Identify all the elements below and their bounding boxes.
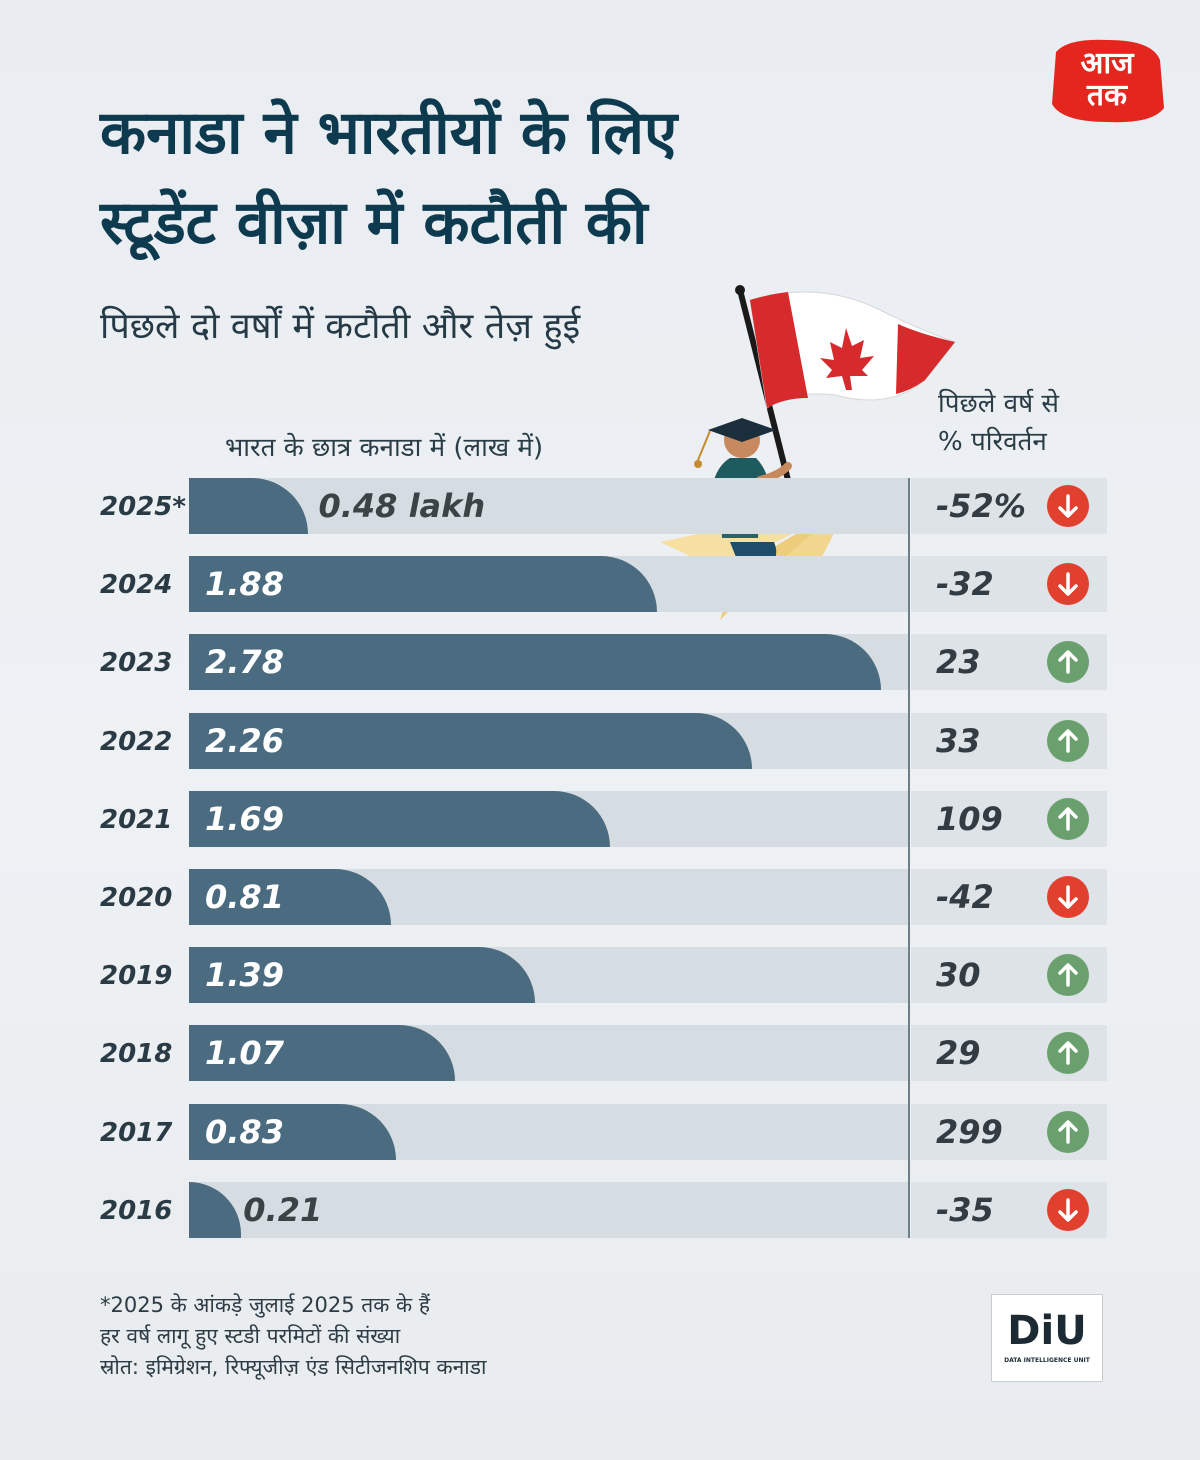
year-label: 2021 [100, 804, 173, 835]
bar-value-label: 2.78 [205, 643, 284, 682]
change-value: 299 [936, 1112, 1003, 1151]
bar-value-label: 2.26 [205, 721, 284, 760]
chart-row: 2016 0.21 -35 [0, 1181, 1200, 1238]
year-label: 2020 [100, 883, 173, 913]
bar [189, 947, 535, 1004]
change-value: -42 [936, 878, 994, 916]
change-value: 30 [936, 956, 981, 995]
aajtak-logo: आज तक [1048, 34, 1166, 126]
change-value: -35 [936, 1190, 994, 1229]
arrow-up-icon [1047, 954, 1089, 997]
chart-row: 2023 2.78 23 [0, 634, 1200, 691]
bar-value-label: 1.39 [205, 956, 284, 995]
bar [189, 634, 881, 691]
year-label: 2018 [100, 1039, 173, 1070]
chart-row: 2024 1.88 -32 [0, 556, 1200, 613]
year-label: 2016 [100, 1195, 173, 1226]
change-value: 109 [936, 799, 1003, 838]
logo-badge-icon [1052, 39, 1164, 123]
chart-row: 2019 1.39 30 [0, 947, 1200, 1004]
change-value: -52% [936, 487, 1026, 525]
arrow-up-icon [1047, 1110, 1089, 1153]
diu-logo: DiU DATA INTELLIGENCE UNIT [991, 1294, 1103, 1382]
logo-line-1: आज [1080, 46, 1134, 81]
bar-track [189, 478, 909, 534]
bar [189, 869, 391, 925]
chart-row: 2021 1.69 109 [0, 790, 1200, 847]
year-label: 2023 [100, 648, 173, 679]
bar-value-label: 0.48 lakh [318, 487, 486, 525]
bar-value-label: 0.21 [243, 1190, 323, 1229]
bar [189, 556, 657, 613]
arrow-up-icon [1047, 797, 1089, 840]
arrow-down-icon [1047, 485, 1089, 527]
bar-value-label: 0.81 [205, 878, 284, 916]
arrow-down-icon [1047, 876, 1089, 918]
arrow-down-icon [1047, 563, 1089, 606]
bar [189, 712, 752, 769]
x-axis-label: भारत के छात्र कनाडा में (लाख में) [225, 433, 544, 463]
arrow-up-icon [1047, 719, 1089, 762]
bar-track [189, 1181, 909, 1238]
title-line-2: स्टूडेंट वीज़ा में कटौती की [100, 188, 648, 258]
footnote-1: *2025 के आंकड़े जुलाई 2025 तक के हैं [100, 1293, 431, 1317]
logo-text: आज तक [1048, 34, 1166, 126]
bar-value-label: 1.07 [205, 1034, 284, 1073]
bar [189, 790, 610, 847]
title-line-1: कनाडा ने भारतीयों के लिए [100, 98, 678, 168]
change-value: 23 [936, 643, 981, 682]
year-label: 2019 [100, 961, 173, 992]
source-note: स्रोत: इमिग्रेशन, रिफ्यूजीज़ एंड सिटीजनश… [100, 1355, 487, 1379]
change-header-line-2: % परिवर्तन [938, 427, 1047, 457]
chart-row: 2018 1.07 29 [0, 1025, 1200, 1082]
footnote-2: हर वर्ष लागू हुए स्टडी परमिटों की संख्या [100, 1324, 401, 1348]
logo-line-2: तक [1086, 78, 1128, 113]
diu-mark: DiU [1007, 1308, 1087, 1354]
arrow-up-icon [1047, 641, 1089, 684]
change-header-line-1: पिछले वर्ष से [938, 389, 1059, 419]
arrow-up-icon [1047, 1032, 1089, 1075]
year-label: 2022 [100, 726, 173, 757]
year-label: 2017 [100, 1117, 173, 1148]
bar-value-label: 1.88 [205, 565, 284, 604]
column-divider [908, 478, 910, 1238]
change-value: 29 [936, 1034, 981, 1073]
arrow-down-icon [1047, 1188, 1089, 1231]
year-label: 2025* [100, 492, 186, 522]
chart-row: 2022 2.26 33 [0, 712, 1200, 769]
chart-row: 2017 0.83 299 [0, 1103, 1200, 1160]
footnotes: *2025 के आंकड़े जुलाई 2025 तक के हैं हर … [100, 1290, 486, 1383]
page-title: कनाडा ने भारतीयों के लिए स्टूडेंट वीज़ा … [100, 88, 920, 268]
change-value: 33 [936, 721, 981, 760]
bar [189, 1025, 456, 1082]
diu-subtitle: DATA INTELLIGENCE UNIT [1004, 1357, 1090, 1364]
change-column-header: पिछले वर्ष से % परिवर्तन [938, 385, 1138, 461]
bar-value-label: 0.83 [205, 1112, 284, 1151]
chart-row: 2020 0.81 -42 [0, 869, 1200, 925]
change-value: -32 [936, 565, 994, 604]
page-subtitle: पिछले दो वर्षों में कटौती और तेज़ हुई [100, 306, 581, 347]
chart-row: 2025* 0.48 lakh -52% [0, 478, 1200, 534]
bar [189, 1103, 396, 1160]
bar-value-label: 1.69 [205, 799, 284, 838]
year-label: 2024 [100, 570, 173, 601]
